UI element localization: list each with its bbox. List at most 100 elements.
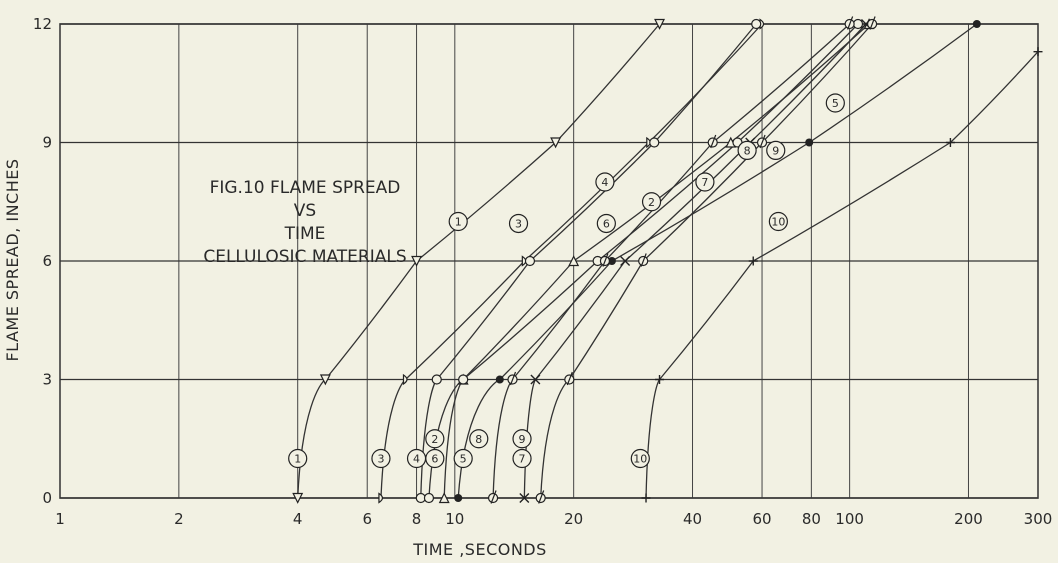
data-point-marker: [411, 255, 423, 267]
curve-label-8: 8: [737, 140, 757, 160]
curve-label-circle: [737, 140, 757, 160]
curve-label-5: 5: [453, 448, 473, 469]
curve-label-1: 1: [448, 211, 468, 232]
curve-label-text: 4: [601, 176, 608, 189]
curve-label-7: 7: [695, 172, 715, 192]
curve-label-6: 6: [596, 213, 616, 234]
annotation-line-4: CELLULOSIC MATERIALS: [203, 247, 406, 267]
data-point-marker: [431, 374, 442, 385]
curve-label-5: 5: [825, 93, 845, 113]
data-point-marker: [454, 494, 463, 502]
curve-label-text: 8: [475, 433, 482, 446]
data-point-marker: [423, 492, 435, 504]
x-tick-label: 100: [835, 510, 864, 528]
data-point-marker: [748, 256, 758, 266]
curve-label-10: 10: [630, 448, 650, 469]
curve-label-1: 1: [288, 448, 308, 469]
curve-label-text: 6: [431, 453, 438, 466]
curve-label-text: 2: [431, 433, 438, 446]
data-point-marker: [852, 18, 864, 30]
annotation-line-3: TIME: [284, 224, 326, 244]
x-tick-label: 8: [412, 510, 422, 528]
curve-label-circle: [512, 429, 532, 449]
annotation-line-2: VS: [294, 201, 316, 221]
data-point-marker: [438, 492, 450, 504]
y-axis-label: FLAME SPREAD, INCHES: [3, 158, 22, 361]
curve-label-text: 6: [603, 217, 610, 230]
curve-label-9: 9: [512, 429, 532, 449]
x-tick-label: 20: [564, 510, 583, 528]
x-tick-label: 40: [683, 510, 702, 528]
curve-label-circle: [825, 93, 845, 113]
y-tick-label: 6: [42, 252, 52, 270]
data-point-marker-slash: [490, 490, 497, 504]
data-point-marker: [524, 255, 536, 267]
data-point-marker: [292, 492, 304, 504]
data-point-marker: [945, 138, 955, 147]
curve-label-circle: [512, 448, 532, 469]
data-point-marker: [759, 18, 765, 30]
data-point-marker-slash: [509, 371, 517, 386]
curve-label-7: 7: [512, 448, 532, 469]
x-tick-label: 4: [293, 510, 303, 528]
data-point-marker: [805, 138, 814, 147]
data-point-marker-slash: [640, 253, 647, 267]
curve-label-text: 7: [701, 176, 708, 189]
curve-label-4: 4: [595, 172, 615, 192]
x-tick-labels: 1 2 4 6 8 10 20 40 60 80 100 200 300: [55, 510, 1052, 528]
data-point-marker: [568, 255, 580, 267]
curve-label-3: 3: [508, 213, 529, 234]
curve-label-circle: [371, 448, 391, 469]
grid: [59, 23, 1039, 499]
data-point-marker: [607, 257, 616, 265]
curve-label-circle: [630, 448, 650, 469]
data-point-marker: [519, 493, 530, 503]
data-point-marker-slash: [602, 253, 609, 267]
curve-label-text: 3: [515, 217, 522, 230]
curve-label-text: 4: [413, 453, 420, 466]
data-point-marker: [1033, 47, 1043, 57]
data-point-marker-slash: [759, 134, 766, 149]
curve-label-circle: [425, 448, 445, 469]
curve-label-circle: [469, 429, 489, 449]
curve-label-9: 9: [766, 140, 786, 160]
curve-label-text: 7: [519, 453, 526, 466]
data-point-marker-slash: [869, 16, 876, 30]
curve-label-10: 10: [768, 211, 788, 232]
curve-label-6: 6: [425, 448, 445, 469]
curve-label-text: 9: [519, 433, 526, 446]
curve-label-circle: [768, 211, 788, 232]
data-point-marker: [654, 18, 666, 30]
curve-label-circle: [425, 429, 445, 449]
curve-label-text: 2: [648, 196, 655, 209]
y-tick-label: 9: [42, 134, 52, 152]
curve-label-circle: [695, 172, 715, 192]
data-point-marker: [972, 20, 981, 28]
x-axis-label: TIME ,SECONDS: [412, 540, 547, 559]
data-point-marker: [378, 492, 384, 504]
data-point-marker-slash: [710, 134, 717, 149]
curve-label-circle: [508, 213, 529, 234]
curve-label-circle: [766, 140, 786, 160]
curve-label-text: 1: [455, 216, 462, 229]
chart-annotation: FIG.10 FLAME SPREAD VS TIME CELLULOSIC M…: [203, 178, 406, 267]
data-point-marker: [550, 137, 562, 149]
data-point-marker: [402, 373, 408, 386]
curve-label-circle: [595, 172, 615, 192]
x-tick-label: 80: [802, 510, 821, 528]
data-point-marker: [458, 374, 469, 385]
curve-label-text: 5: [460, 453, 467, 466]
x-tick-label: 6: [362, 510, 372, 528]
y-tick-label: 0: [42, 489, 52, 507]
curve-label-circle: [448, 211, 468, 232]
curve-label-4: 4: [406, 448, 427, 469]
curve-label-text: 5: [832, 97, 839, 110]
series-markers: [292, 16, 1043, 504]
curve-label-3: 3: [371, 448, 391, 469]
x-tick-label: 300: [1024, 510, 1053, 528]
curve-label-text: 10: [771, 216, 785, 229]
x-tick-label: 60: [752, 510, 771, 528]
data-point-marker: [649, 137, 660, 148]
